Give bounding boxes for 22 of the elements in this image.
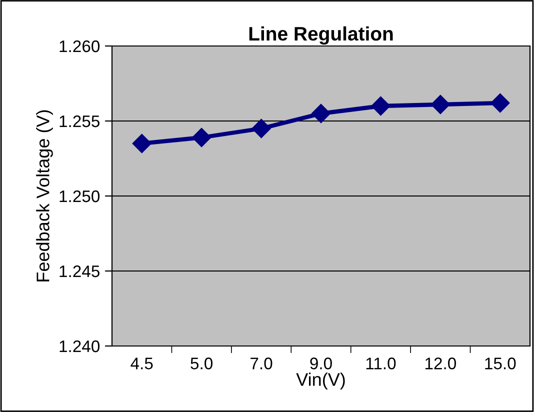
point [311,104,331,124]
x-tick-label: 4.5 [130,358,153,370]
x-tick-label: 11.0 [366,358,396,370]
point [430,94,450,114]
point [490,93,510,113]
x-tick-label: 5.0 [190,358,213,370]
point [132,134,152,154]
x-tick-label: 9.0 [310,358,332,370]
y-axis-title: Feedback Voltage (V) [36,110,53,282]
y-tick-label: 1.250 [60,190,100,202]
x-tick-label: 7.0 [250,358,272,370]
y-tick-label: 1.255 [60,115,100,128]
point [192,128,212,148]
point [252,118,271,138]
y-tick-label: 1.240 [60,340,100,352]
point [371,96,390,116]
y-tick-label: 1.260 [60,40,100,52]
x-tick-label: 12.0 [425,358,456,370]
chart-title: Line Regulation [249,26,393,45]
x-axis-title: Vin(V) [296,372,345,390]
x-tick-label: 15.0 [485,358,516,370]
y-tick-label: 1.245 [60,265,100,278]
